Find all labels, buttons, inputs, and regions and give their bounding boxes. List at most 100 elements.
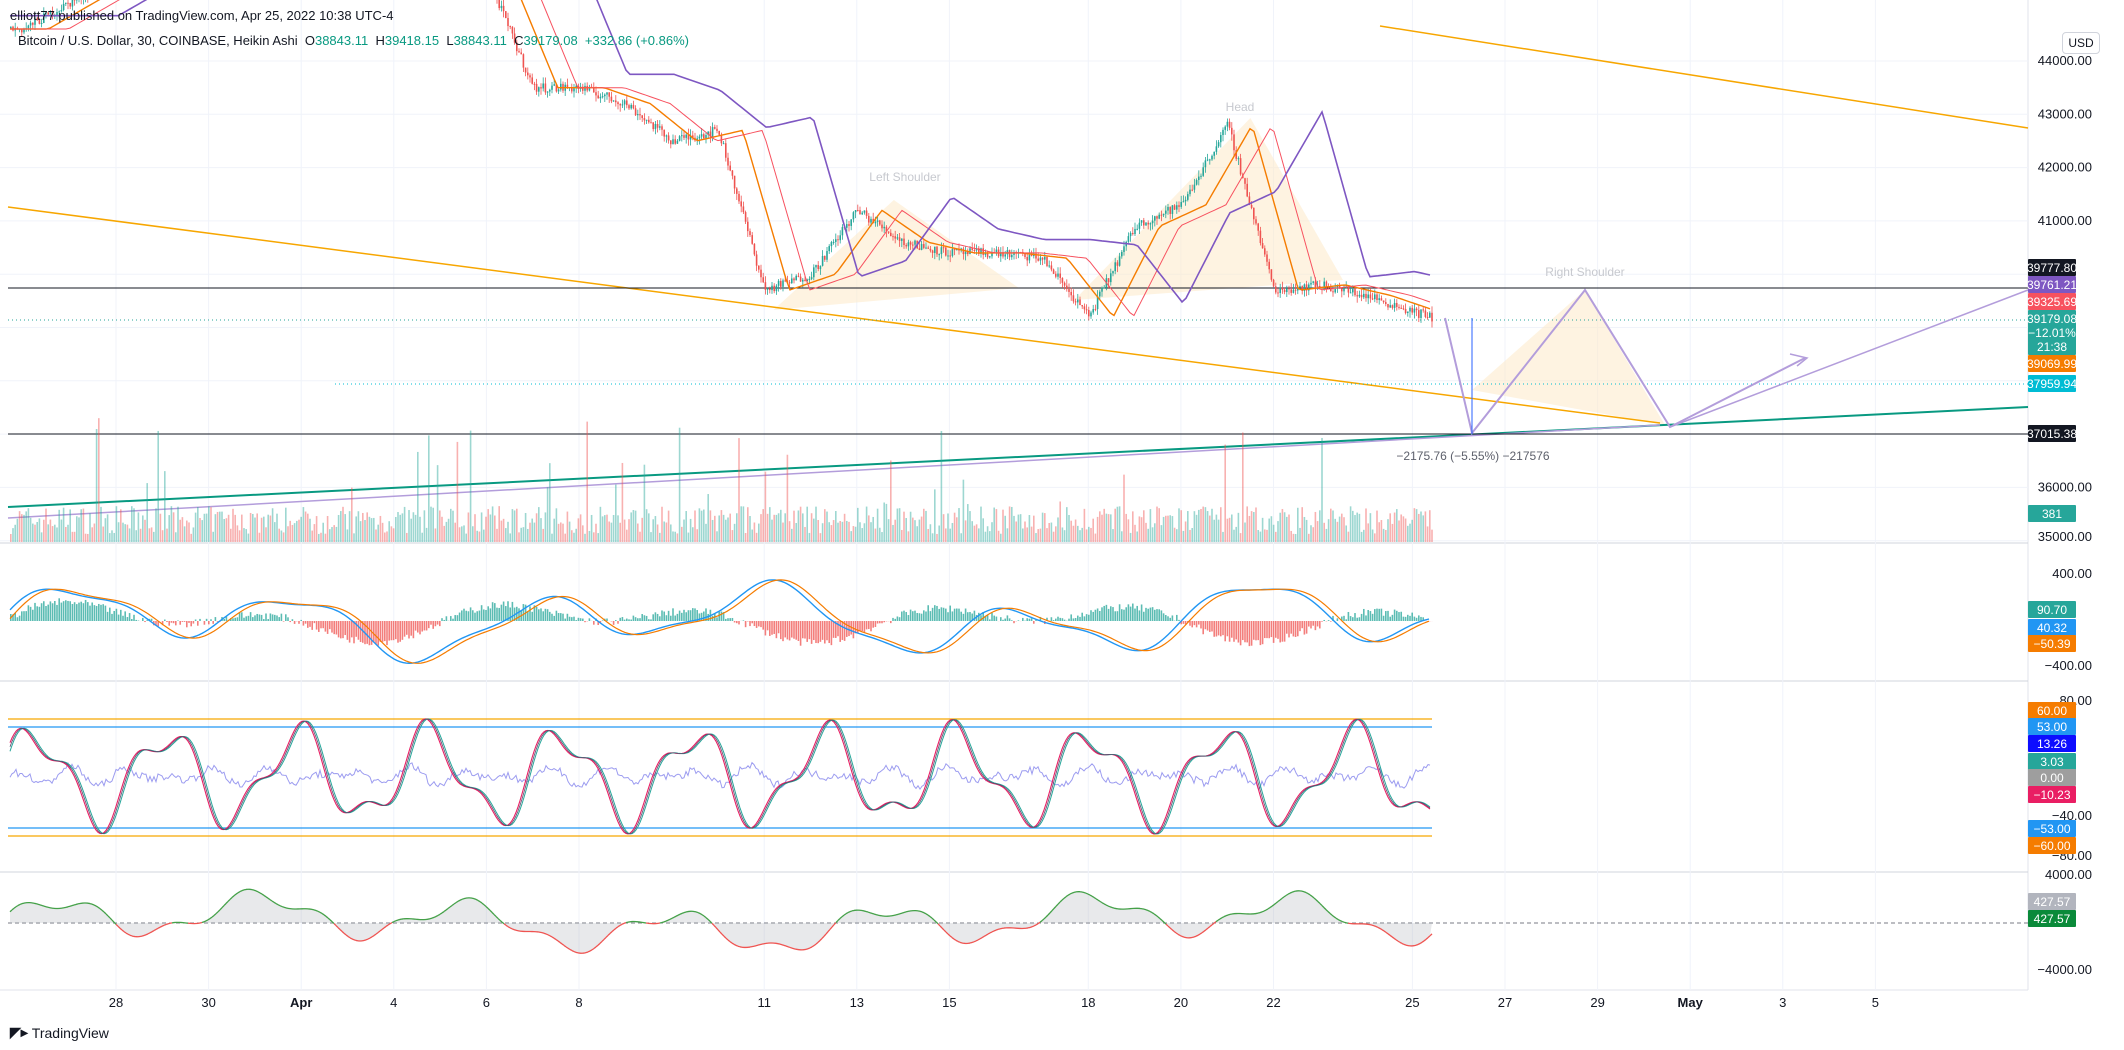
volume-bar [949,528,951,542]
volume-bar [148,528,151,542]
volume-bar [1391,523,1394,542]
momentum-line-segment [867,911,871,914]
momentum-line-segment [1093,896,1097,900]
candle-body [73,0,76,1]
macd-histogram-bar [780,621,782,640]
candle-body [905,245,907,247]
candle-body [606,92,608,95]
macd-histogram-bar [1167,616,1169,621]
volume-bar [676,533,679,542]
momentum-line-segment [791,947,795,950]
candle-body [967,251,969,255]
momentum-line-segment [1165,923,1169,927]
volume-bar [216,511,219,542]
macd-histogram-bar [58,598,60,621]
volume-bar [494,515,496,542]
candle-body [665,135,668,137]
candle-body [1393,302,1396,308]
macd-histogram-bar [230,618,232,621]
tradingview-logo[interactable]: ◤▸ TradingView [10,1024,109,1041]
macd-histogram-bar [703,611,705,621]
macd-histogram-bar [1101,607,1103,621]
candle-body [1035,253,1037,259]
momentum-line-segment [445,908,449,911]
macd-histogram-bar [1231,621,1233,638]
momentum-line-segment [1283,894,1287,898]
macd-histogram-bar [949,605,951,621]
macd-histogram-bar [1121,609,1123,621]
currency-button[interactable]: USD [2062,32,2100,54]
momentum-line-segment [589,949,593,952]
candle-body [500,5,503,9]
momentum-line-segment [605,934,609,938]
candle-body [34,18,36,25]
candle-body [667,135,670,141]
volume-bar [681,526,683,542]
symbol-label[interactable]: Bitcoin / U.S. Dollar, 30, COINBASE, Hei… [18,33,298,48]
momentum-line-segment [1153,913,1157,916]
momentum-line-segment [1089,894,1093,897]
oscillator-tag-bg [2028,753,2076,770]
candle-body [1290,289,1292,293]
momentum-line-segment [1257,911,1261,914]
macd-histogram-bar [1237,621,1240,643]
macd-histogram-bar [399,621,401,642]
candle-body [1224,126,1226,130]
macd-histogram-bar [461,610,463,621]
volume-bar [1193,511,1196,542]
macd-histogram-bar [1134,608,1136,621]
momentum-line-segment [927,914,931,918]
momentum-line-segment [983,934,987,938]
volume-bar [595,523,597,542]
volume-bar [375,529,377,542]
volume-bar [1063,530,1066,542]
momentum-line-segment [389,922,393,925]
macd-histogram-bar [529,606,531,621]
momentum-line-segment [269,899,273,902]
momentum-line-segment [1161,919,1165,923]
volume-bar [1088,526,1090,542]
macd-histogram-bar [144,621,146,623]
candle-body [1187,194,1189,200]
macd-histogram-bar [766,621,769,631]
volume-bar [828,522,830,542]
volume-bar [1264,529,1266,542]
momentum-line-segment [335,925,339,928]
macd-histogram-bar [278,617,280,621]
macd-histogram-bar [1140,604,1143,621]
candle-body [755,254,758,266]
momentum-line-segment [1221,916,1225,919]
macd-histogram-bar [639,618,641,621]
volume-bar [1055,526,1057,542]
volume-bar [874,528,877,542]
volume-bar [302,507,305,542]
candle-body [1165,210,1167,214]
momentum-line-segment [925,913,929,916]
volume-bar [1250,511,1253,542]
macd-histogram-bar [355,621,357,637]
macd-histogram-bar [1396,610,1398,621]
momentum-line-segment [1269,905,1273,909]
momentum-line-segment [345,934,349,937]
volume-bar [608,521,610,542]
candle-body [953,249,956,251]
macd-histogram-bar [95,605,98,621]
candle-body [597,95,599,99]
momentum-line-segment [1159,918,1163,921]
volume-bar [168,515,170,542]
volume-bar [496,528,498,542]
momentum-line-segment [489,909,493,913]
volume-bar [410,518,412,542]
volume-bar [766,513,769,542]
macd-histogram-bar [934,605,936,621]
candle-body [1055,273,1057,277]
macd-histogram-bar [951,611,954,621]
volume-bar [186,520,188,542]
candle-body [1052,269,1055,274]
macd-histogram-bar [960,611,962,621]
volume-bar [524,512,527,542]
candle-body [1292,289,1295,293]
macd-histogram-bar [903,610,905,621]
price-tag: 39069.99 [2027,357,2077,371]
